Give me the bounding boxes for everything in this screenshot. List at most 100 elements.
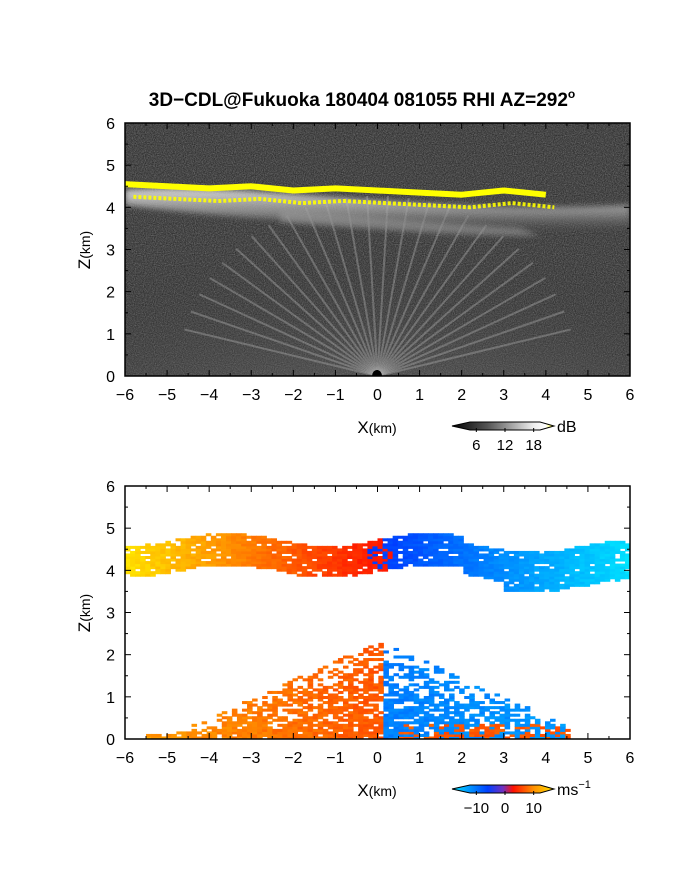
velocity-cell [468,550,474,554]
velocity-cell [513,573,520,577]
velocity-cell [185,548,192,552]
velocity-cell [418,706,425,710]
velocity-cell [372,566,378,570]
velocity-cell [327,693,334,697]
velocity-cell [363,650,369,654]
velocity-cell [584,583,591,587]
velocity-cell [529,573,535,577]
velocity-cell [448,540,454,544]
velocity-cell [327,568,333,572]
velocity-cell [262,718,268,722]
velocity-cell [332,563,338,567]
velocity-cell [151,733,157,737]
velocity-cell [458,538,464,542]
velocity-cell [195,540,202,544]
velocity-cell [353,658,359,662]
velocity-cell [403,711,410,715]
velocity-cell [393,698,400,702]
velocity-cell [433,543,439,547]
velocity-cell [483,568,490,572]
velocity-cell [413,670,420,674]
velocity-cell [407,538,414,542]
velocity-cell [231,553,237,557]
velocity-cell [478,555,485,560]
velocity-cell [246,553,252,557]
velocity-cell [160,571,166,575]
velocity-cell [297,675,304,679]
velocity-cell [236,723,243,727]
velocity-cell [171,733,177,737]
velocity-cell [220,533,227,537]
velocity-cell [464,733,470,737]
velocity-cell [423,731,430,735]
velocity-cell [594,573,601,577]
velocity-cell [241,716,248,720]
velocity-cell [473,545,479,549]
velocity-cell [428,678,435,682]
velocity-cell [443,736,450,739]
velocity-cell [348,718,354,722]
velocity-cell [518,578,525,582]
velocity-cell [271,548,277,552]
velocity-cell [236,733,243,737]
velocity-cell [271,566,277,570]
velocity-cell [352,553,358,557]
velocity-cell [297,733,304,737]
velocity-cell [306,573,313,577]
velocity-cell [216,718,223,722]
velocity-cell [544,550,550,554]
velocity-cell [373,706,379,710]
velocity-cell [565,733,571,737]
velocity-cell [514,728,521,732]
velocity-cell [408,728,415,732]
velocity-cell [494,711,501,715]
velocity-cell [342,673,349,677]
velocity-cell [348,703,354,707]
velocity-cell [413,665,420,669]
velocity-cell [317,723,324,727]
velocity-cell [257,713,263,717]
velocity-cell [332,550,338,554]
velocity-cell [569,555,575,560]
velocity-cell [408,726,415,730]
velocity-cell [594,566,601,570]
velocity-cell [211,736,218,739]
velocity-cell [145,568,151,572]
velocity-cell [332,723,339,727]
velocity-cell [513,578,520,582]
velocity-cell [247,721,253,725]
velocity-cell [407,535,414,539]
velocity-cell [504,721,511,725]
velocity-cell [266,545,272,549]
velocity-cell [403,688,410,692]
velocity-cell [529,561,535,565]
velocity-cell [417,548,424,552]
velocity-cell [438,563,444,567]
velocity-cell [296,553,303,557]
velocity-cell [311,568,318,572]
velocity-cell [529,553,535,557]
velocity-cell [251,553,257,557]
velocity-cell [388,716,394,720]
velocity-cell [165,548,171,552]
velocity-cell [474,733,480,737]
velocity-cell [373,652,379,657]
velocity-cell [353,688,359,692]
velocity-cell [549,576,555,580]
velocity-cell [387,540,394,544]
velocity-cell [555,733,561,737]
velocity-xtick-label: −1 [326,750,344,767]
velocity-cell [412,555,419,560]
velocity-cell [316,561,323,565]
velocity-cell [150,558,156,562]
backscatter-ray [377,293,557,376]
velocity-cell [579,555,586,560]
velocity-cell [418,718,425,722]
velocity-cell [609,550,616,554]
velocity-cell [417,553,424,557]
velocity-cell [388,688,394,692]
velocity-cell [417,558,424,562]
velocity-cell [599,558,606,562]
velocity-cell [353,736,359,739]
